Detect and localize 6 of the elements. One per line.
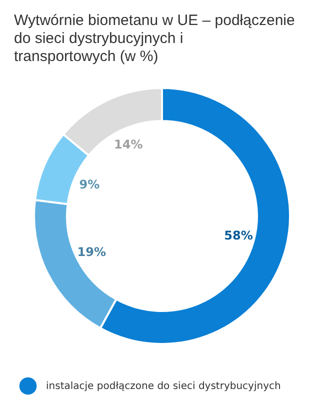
data-label: 58%	[224, 228, 253, 243]
data-label: 14%	[114, 138, 143, 152]
data-label: 9%	[79, 178, 100, 192]
data-label: 19%	[77, 244, 106, 259]
chart-title: Wytwórnie biometanu w UE – podłączenie do sieci dystrybucyjnych i transportowych (w %)	[14, 12, 295, 65]
legend-label: instalacje podłączone do sieci dystrybucyjnych	[46, 381, 281, 392]
